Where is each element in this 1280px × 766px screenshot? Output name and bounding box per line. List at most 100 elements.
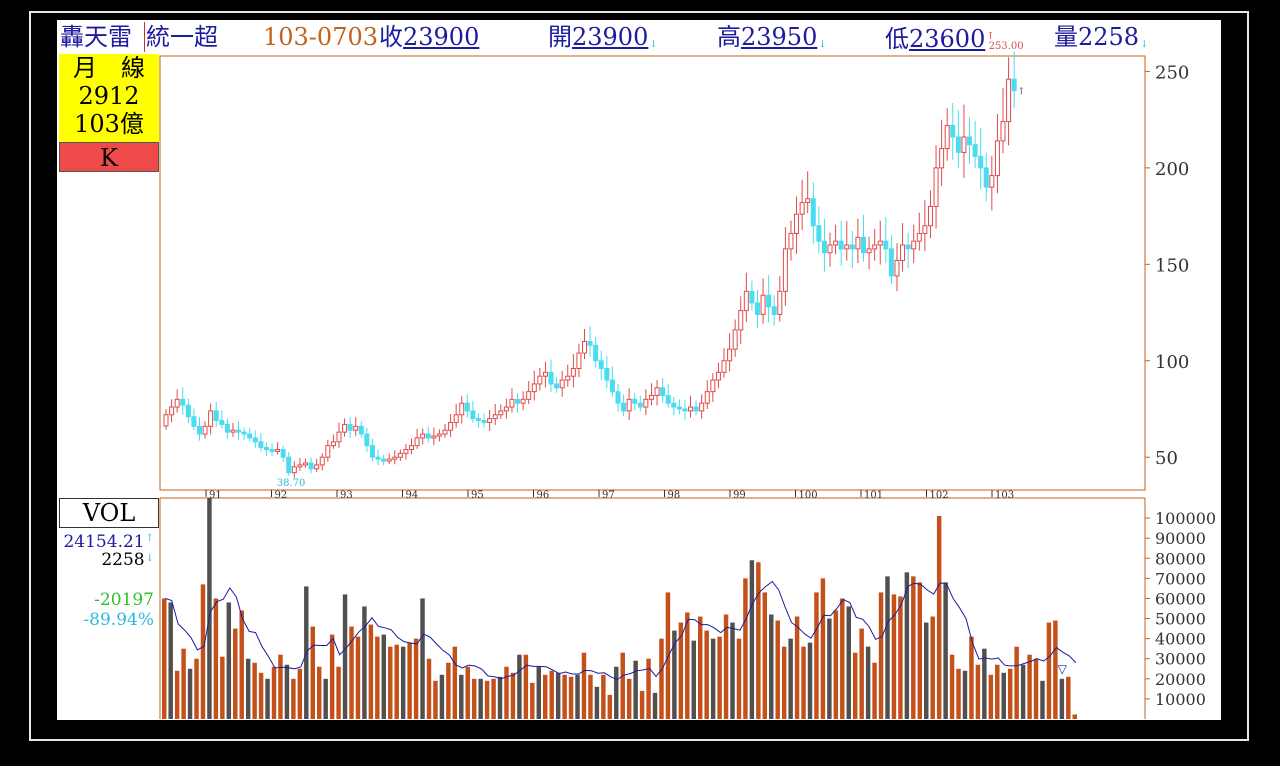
vol-current-value: 2258↓ <box>101 550 154 570</box>
vol-y-tick-label: 80000 <box>1155 549 1206 568</box>
candle-body <box>386 458 392 462</box>
candle-body <box>219 420 225 425</box>
volume-bar <box>924 622 929 719</box>
candle-body <box>615 391 621 404</box>
candle-body <box>358 425 364 435</box>
x-tick-label: 93 <box>340 490 353 501</box>
period-amount: 103億 <box>74 110 144 138</box>
candle-body <box>754 302 760 315</box>
candle-body <box>280 448 286 458</box>
volume-bar <box>420 598 425 719</box>
candle-body <box>710 379 716 393</box>
volume-bar <box>588 674 593 719</box>
k-indicator-button[interactable]: K <box>59 142 159 172</box>
vol-pct-value: -89.94% <box>83 610 154 630</box>
high-label: 高 <box>717 23 741 51</box>
candle-body <box>353 425 359 431</box>
min-price-label: 38.70 <box>277 478 306 489</box>
volume-bar <box>523 654 529 719</box>
volume-bar <box>878 592 884 719</box>
marker-triangle-icon: ▽ <box>1058 662 1068 676</box>
volume-bar <box>872 662 877 719</box>
x-tick-label: 92 <box>275 490 288 501</box>
period-info-box: 月 線 2912 103億 <box>59 54 159 142</box>
candle-body <box>905 244 911 250</box>
candle-body <box>414 437 420 447</box>
volume-bar <box>517 654 522 719</box>
volume-bar <box>181 648 186 719</box>
candle-body <box>637 402 643 408</box>
vol-indicator-button[interactable]: VOL <box>59 498 159 528</box>
volume-bar <box>620 652 625 719</box>
volume-bar <box>381 634 387 719</box>
volume-bar <box>349 626 354 719</box>
candle-body <box>738 310 744 331</box>
candlesticks <box>163 51 1017 478</box>
candle-body <box>693 406 699 412</box>
period-label: 月 線 <box>73 54 145 82</box>
candle-body <box>392 456 398 460</box>
price-y-tick-label: 200 <box>1155 159 1189 180</box>
vol-y-tick-label: 50000 <box>1155 610 1206 629</box>
volume-bar <box>775 620 780 719</box>
candle-body <box>883 240 889 250</box>
candle-body <box>621 402 627 412</box>
candle-body <box>487 418 493 423</box>
candle-body <box>213 410 219 422</box>
volume-bar <box>730 622 735 719</box>
candle-body <box>403 448 409 454</box>
volume-bar <box>252 662 257 719</box>
candle-body <box>671 402 677 408</box>
candle-body <box>431 435 437 439</box>
candle-body <box>269 448 275 452</box>
volume-bar <box>1059 678 1065 719</box>
candle-body <box>777 290 783 315</box>
volume-bar <box>543 674 548 719</box>
candle-body <box>593 344 599 362</box>
high-value: 23950 <box>741 23 818 51</box>
candle-body <box>604 367 610 381</box>
volume-bar <box>982 648 987 719</box>
candle-body <box>782 248 788 292</box>
volume-bar <box>1053 620 1058 719</box>
candle-body <box>587 340 593 346</box>
x-tick-label: 94 <box>406 490 419 501</box>
candle-body <box>347 423 353 431</box>
candle-body <box>643 398 649 408</box>
volume-bar <box>388 646 393 719</box>
volume-bar <box>717 636 722 719</box>
candle-body <box>939 148 945 169</box>
volume-bar <box>504 666 509 719</box>
volume-bar <box>885 576 890 719</box>
volume-bar <box>400 646 406 719</box>
stock-name[interactable]: 統一超 <box>146 23 218 51</box>
vol-y-tick-label: 90000 <box>1155 529 1206 548</box>
volume-bar <box>962 670 968 719</box>
candle-body <box>369 445 375 458</box>
candle-body <box>816 225 822 242</box>
candle-body <box>967 136 973 146</box>
volume-bar <box>840 598 845 719</box>
volume-bar <box>258 672 264 719</box>
candle-body <box>894 259 900 277</box>
down-arrow-icon: ↓ <box>649 39 658 50</box>
candle-body <box>771 306 777 315</box>
volume-bar <box>930 616 935 719</box>
volume-bar <box>1066 676 1071 719</box>
candle-body <box>459 402 465 416</box>
volume-bar <box>491 678 496 719</box>
candle-body <box>286 456 292 474</box>
candle-body <box>308 462 314 470</box>
volume-bar <box>536 666 542 719</box>
header-divider <box>144 22 145 52</box>
volume-bar <box>807 642 813 719</box>
volume-bar <box>549 670 554 719</box>
candle-body <box>632 398 638 404</box>
candle-body <box>442 429 448 435</box>
candle-body <box>169 406 175 416</box>
volume-bar <box>904 572 910 719</box>
price-plot-border <box>159 55 1146 491</box>
candle-body <box>537 375 543 385</box>
volume-bar <box>975 664 981 719</box>
candle-body <box>760 294 766 315</box>
